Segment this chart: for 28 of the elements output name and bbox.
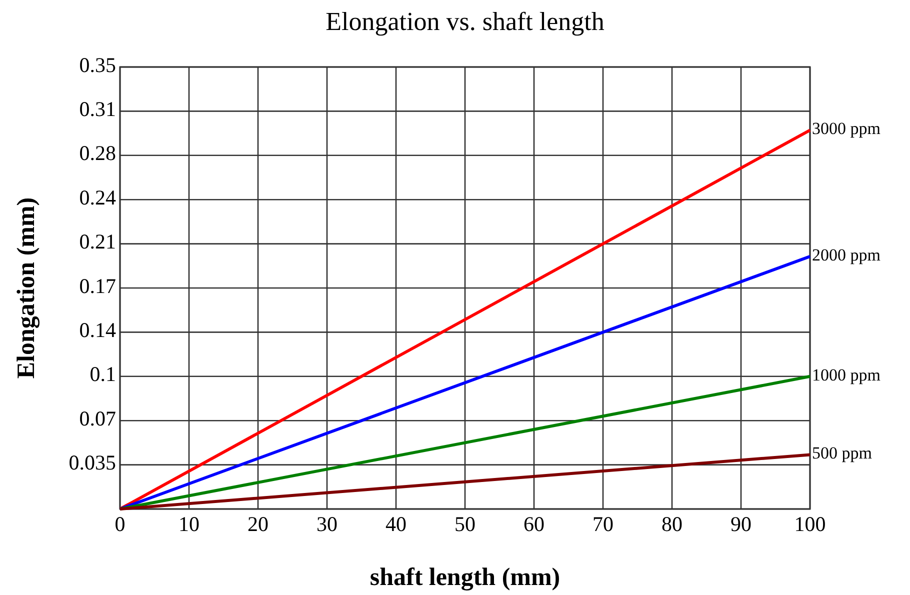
x-tick-label: 80 bbox=[662, 512, 682, 536]
x-tick-label: 0 bbox=[114, 512, 126, 536]
x-axis-title: shaft length (mm) bbox=[370, 564, 560, 591]
series-label: 2000 ppm bbox=[812, 245, 880, 264]
series-label: 500 ppm bbox=[812, 444, 872, 463]
series-label: 3000 ppm bbox=[812, 119, 880, 138]
x-tick-label: 90 bbox=[730, 512, 752, 536]
y-axis-title: Elongation (mm) bbox=[13, 197, 40, 379]
y-tick-label: 0.14 bbox=[79, 318, 116, 342]
y-tick-label: 0.28 bbox=[79, 141, 116, 166]
y-tick-label: 0.17 bbox=[79, 274, 116, 298]
y-tick-label: 0.07 bbox=[79, 406, 116, 430]
x-tick-label: 70 bbox=[592, 512, 614, 536]
y-tick-label: 0.1 bbox=[90, 362, 116, 386]
x-tick-label: 40 bbox=[386, 512, 406, 536]
y-tick-label: 0.24 bbox=[79, 185, 116, 210]
x-tick-label: 50 bbox=[454, 512, 476, 536]
x-tick-label: 30 bbox=[316, 512, 338, 536]
x-tick-label: 20 bbox=[248, 512, 268, 536]
x-tick-label: 60 bbox=[524, 512, 544, 536]
y-tick-label: 0.035 bbox=[68, 450, 116, 475]
y-tick-label: 0.35 bbox=[79, 52, 116, 77]
y-tick-label: 0.31 bbox=[79, 97, 116, 122]
y-tick-label: 0.21 bbox=[79, 230, 116, 254]
series-label: 1000 ppm bbox=[812, 365, 880, 384]
x-tick-label: 10 bbox=[178, 512, 200, 536]
chart-title: Elongation vs. shaft length bbox=[326, 7, 604, 36]
x-tick-label: 100 bbox=[794, 512, 826, 536]
